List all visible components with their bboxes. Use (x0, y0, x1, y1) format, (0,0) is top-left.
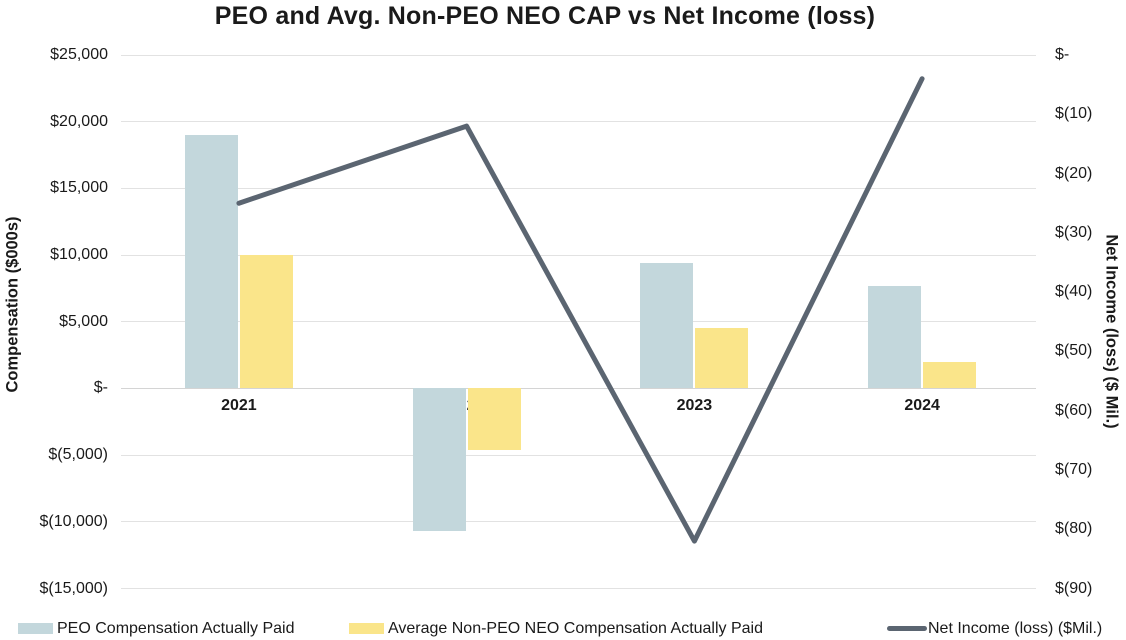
gridline (121, 121, 1036, 123)
gridline (121, 54, 1036, 56)
legend-label-peo-cap: PEO Compensation Actually Paid (57, 619, 295, 637)
bar-nonpeo-2022 (467, 388, 521, 451)
legend: PEO Compensation Actually Paid Average N… (0, 617, 1126, 640)
left-axis-title: Compensation ($000s) (3, 216, 22, 393)
bar-peo-2022 (412, 388, 466, 532)
bar-peo-2024 (868, 286, 922, 389)
legend-label-net-income: Net Income (loss) ($Mil.) (928, 619, 1103, 637)
legend-item-nonpeo-cap: Average Non-PEO NEO Compensation Actuall… (349, 617, 763, 640)
right-axis-tick-label: $(40) (1055, 283, 1093, 301)
left-axis-tick-label: $20,000 (50, 112, 108, 130)
x-category-label: 2023 (676, 397, 713, 414)
left-axis-tick-label: $(10,000) (39, 512, 109, 530)
right-axis-tick-label: $(50) (1055, 342, 1093, 360)
right-axis-tick-label: $- (1055, 46, 1070, 63)
gridline (121, 521, 1036, 523)
right-axis-tick-label: $(70) (1055, 460, 1093, 478)
gridline (121, 454, 1036, 456)
left-axis-tick-label: $10,000 (50, 246, 108, 264)
left-axis-tick-label: $15,000 (50, 179, 108, 197)
left-axis-tick-label: $25,000 (50, 46, 108, 63)
net-income-polyline (236, 76, 925, 544)
right-axis-tick-label: $(90) (1055, 579, 1093, 597)
right-axis-tick-label: $(80) (1055, 520, 1093, 538)
left-axis-tick-label: $- (93, 379, 108, 397)
left-axis-tick-label: $(5,000) (48, 446, 108, 464)
right-axis-tick-label: $(10) (1055, 105, 1093, 123)
right-axis-tick-label: $(30) (1055, 223, 1093, 241)
legend-item-net-income: Net Income (loss) ($Mil.) (887, 617, 1102, 640)
bar-nonpeo-2021 (239, 255, 293, 389)
legend-swatch-peo-bar (18, 623, 53, 634)
x-category-label: 2024 (904, 397, 940, 414)
legend-swatch-nonpeo-bar (349, 623, 384, 634)
bar-peo-2023 (640, 263, 694, 389)
right-axis-tick-label: $(20) (1055, 164, 1093, 182)
right-axis-tick-label: $(60) (1055, 401, 1093, 419)
gridline (121, 588, 1036, 589)
bar-nonpeo-2024 (923, 362, 977, 389)
chart-title: PEO and Avg. Non-PEO NEO CAP vs Net Inco… (214, 2, 876, 30)
bar-nonpeo-2023 (695, 328, 749, 389)
legend-item-peo-cap: PEO Compensation Actually Paid (18, 617, 294, 640)
gridline (121, 187, 1036, 189)
bar-peo-2021 (184, 135, 238, 389)
x-category-label: 2021 (221, 397, 257, 414)
legend-label-nonpeo-cap: Average Non-PEO NEO Compensation Actuall… (388, 619, 764, 637)
left-axis-tick-label: $5,000 (59, 312, 108, 330)
legend-swatch-net-income-line (887, 626, 927, 631)
left-axis-tick-label: $(15,000) (39, 579, 109, 597)
